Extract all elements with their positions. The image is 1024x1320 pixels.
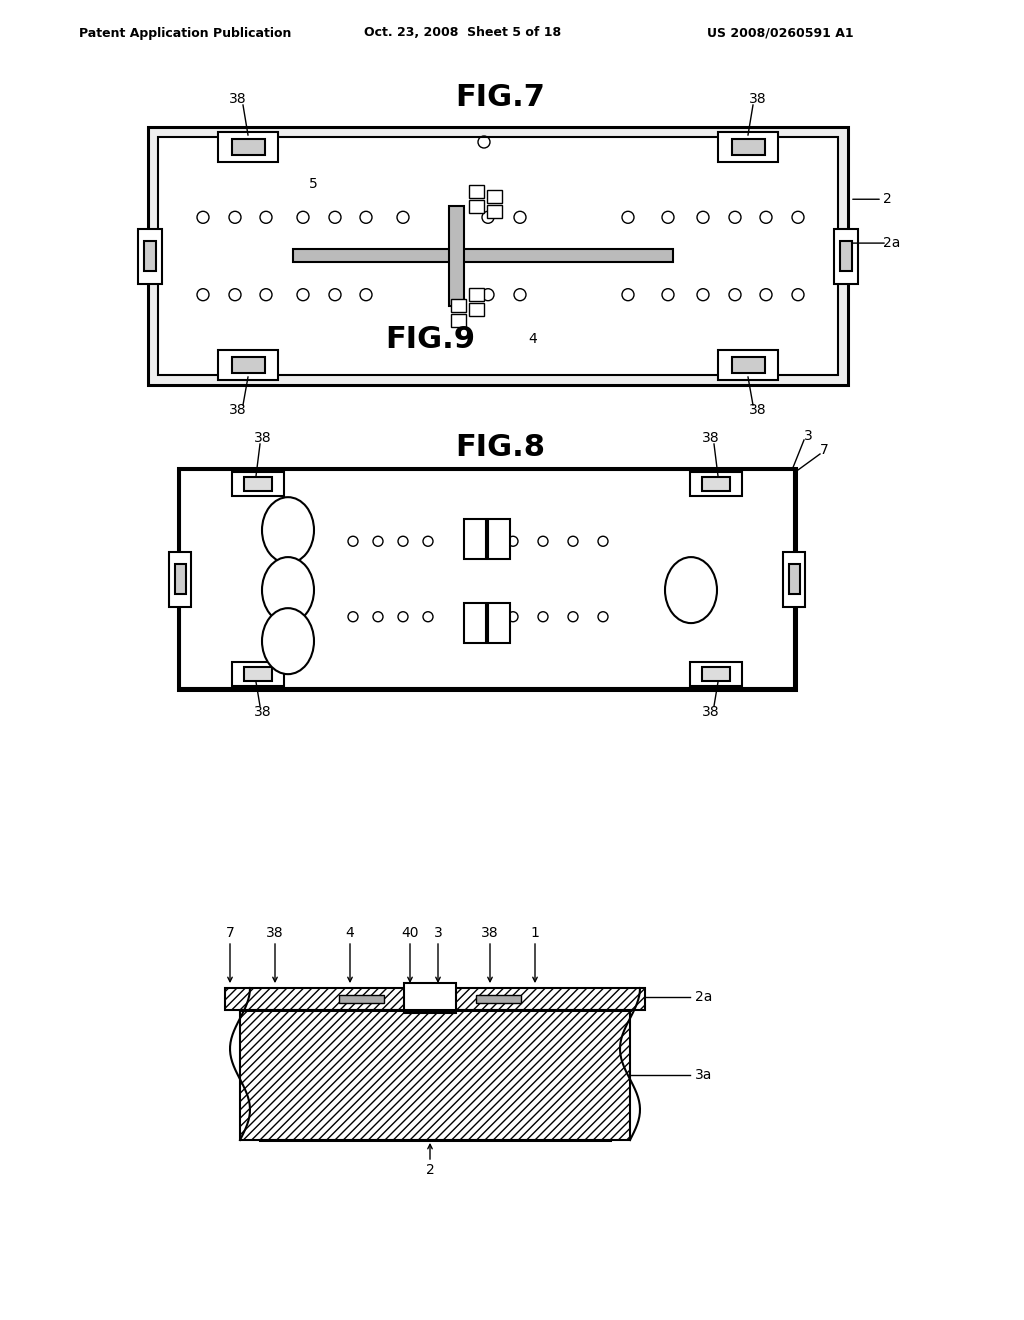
Text: 5: 5 [308, 177, 317, 191]
Bar [218, 350, 278, 380]
Text: FIG.7: FIG.7 [455, 83, 545, 112]
Bar [486, 206, 502, 218]
Bar [231, 356, 264, 374]
Bar [469, 201, 483, 214]
Text: 38: 38 [750, 403, 767, 417]
Bar [293, 249, 673, 261]
Bar [469, 289, 483, 301]
Bar [404, 983, 456, 1012]
Bar [244, 668, 272, 681]
Bar [232, 473, 284, 496]
Ellipse shape [262, 498, 314, 564]
Bar [138, 228, 162, 284]
Bar [240, 1010, 630, 1140]
Bar [783, 552, 805, 606]
Text: FIG.8: FIG.8 [455, 433, 545, 462]
Text: 1: 1 [530, 927, 540, 940]
Text: 3a: 3a [695, 1068, 713, 1082]
Text: FIG.9: FIG.9 [385, 326, 475, 355]
Bar [701, 478, 730, 491]
Bar [158, 137, 838, 375]
Text: 7: 7 [225, 927, 234, 940]
Bar [731, 139, 765, 156]
Bar [486, 190, 502, 203]
Bar [788, 564, 800, 594]
Bar [339, 995, 384, 1003]
Text: 38: 38 [254, 432, 271, 445]
Text: 38: 38 [750, 92, 767, 106]
Bar [487, 519, 510, 560]
Bar [731, 356, 765, 374]
Bar [487, 603, 510, 643]
Bar [451, 314, 466, 327]
Bar [232, 663, 284, 686]
Bar [718, 132, 778, 162]
Bar [174, 564, 185, 594]
Bar [476, 995, 521, 1003]
Text: 38: 38 [266, 927, 284, 940]
Text: Patent Application Publication: Patent Application Publication [79, 26, 291, 40]
Bar [718, 350, 778, 380]
Bar [449, 206, 464, 306]
Bar [178, 469, 796, 690]
Bar [148, 127, 848, 385]
Text: US 2008/0260591 A1: US 2008/0260591 A1 [707, 26, 853, 40]
Ellipse shape [665, 557, 717, 623]
Bar [690, 663, 742, 686]
Text: 2a: 2a [695, 990, 713, 1003]
Bar [451, 298, 466, 312]
Bar [225, 987, 645, 1010]
Text: Oct. 23, 2008  Sheet 5 of 18: Oct. 23, 2008 Sheet 5 of 18 [365, 26, 561, 40]
Bar [464, 519, 486, 560]
Bar [464, 603, 486, 643]
Bar [834, 228, 858, 284]
Bar [231, 139, 264, 156]
Ellipse shape [262, 609, 314, 675]
Bar [169, 552, 191, 606]
Text: 38: 38 [229, 403, 247, 417]
Bar [469, 304, 483, 317]
Bar [840, 240, 852, 271]
Ellipse shape [262, 557, 314, 623]
Text: 2a: 2a [884, 236, 901, 249]
Text: 2: 2 [883, 193, 891, 206]
Text: 2: 2 [426, 1163, 434, 1177]
Text: 3: 3 [804, 429, 812, 444]
Text: 7: 7 [819, 444, 828, 457]
Text: 4: 4 [528, 331, 538, 346]
Text: 38: 38 [702, 705, 720, 719]
Text: 38: 38 [702, 432, 720, 445]
Text: 40: 40 [401, 927, 419, 940]
Bar [180, 470, 794, 688]
Bar [218, 132, 278, 162]
Bar [244, 478, 272, 491]
Text: 4: 4 [346, 927, 354, 940]
Bar [701, 668, 730, 681]
Text: 38: 38 [229, 92, 247, 106]
Text: 3: 3 [433, 927, 442, 940]
Bar [469, 185, 483, 198]
Bar [144, 240, 156, 271]
Text: 38: 38 [254, 705, 271, 719]
Text: 38: 38 [481, 927, 499, 940]
Bar [690, 473, 742, 496]
